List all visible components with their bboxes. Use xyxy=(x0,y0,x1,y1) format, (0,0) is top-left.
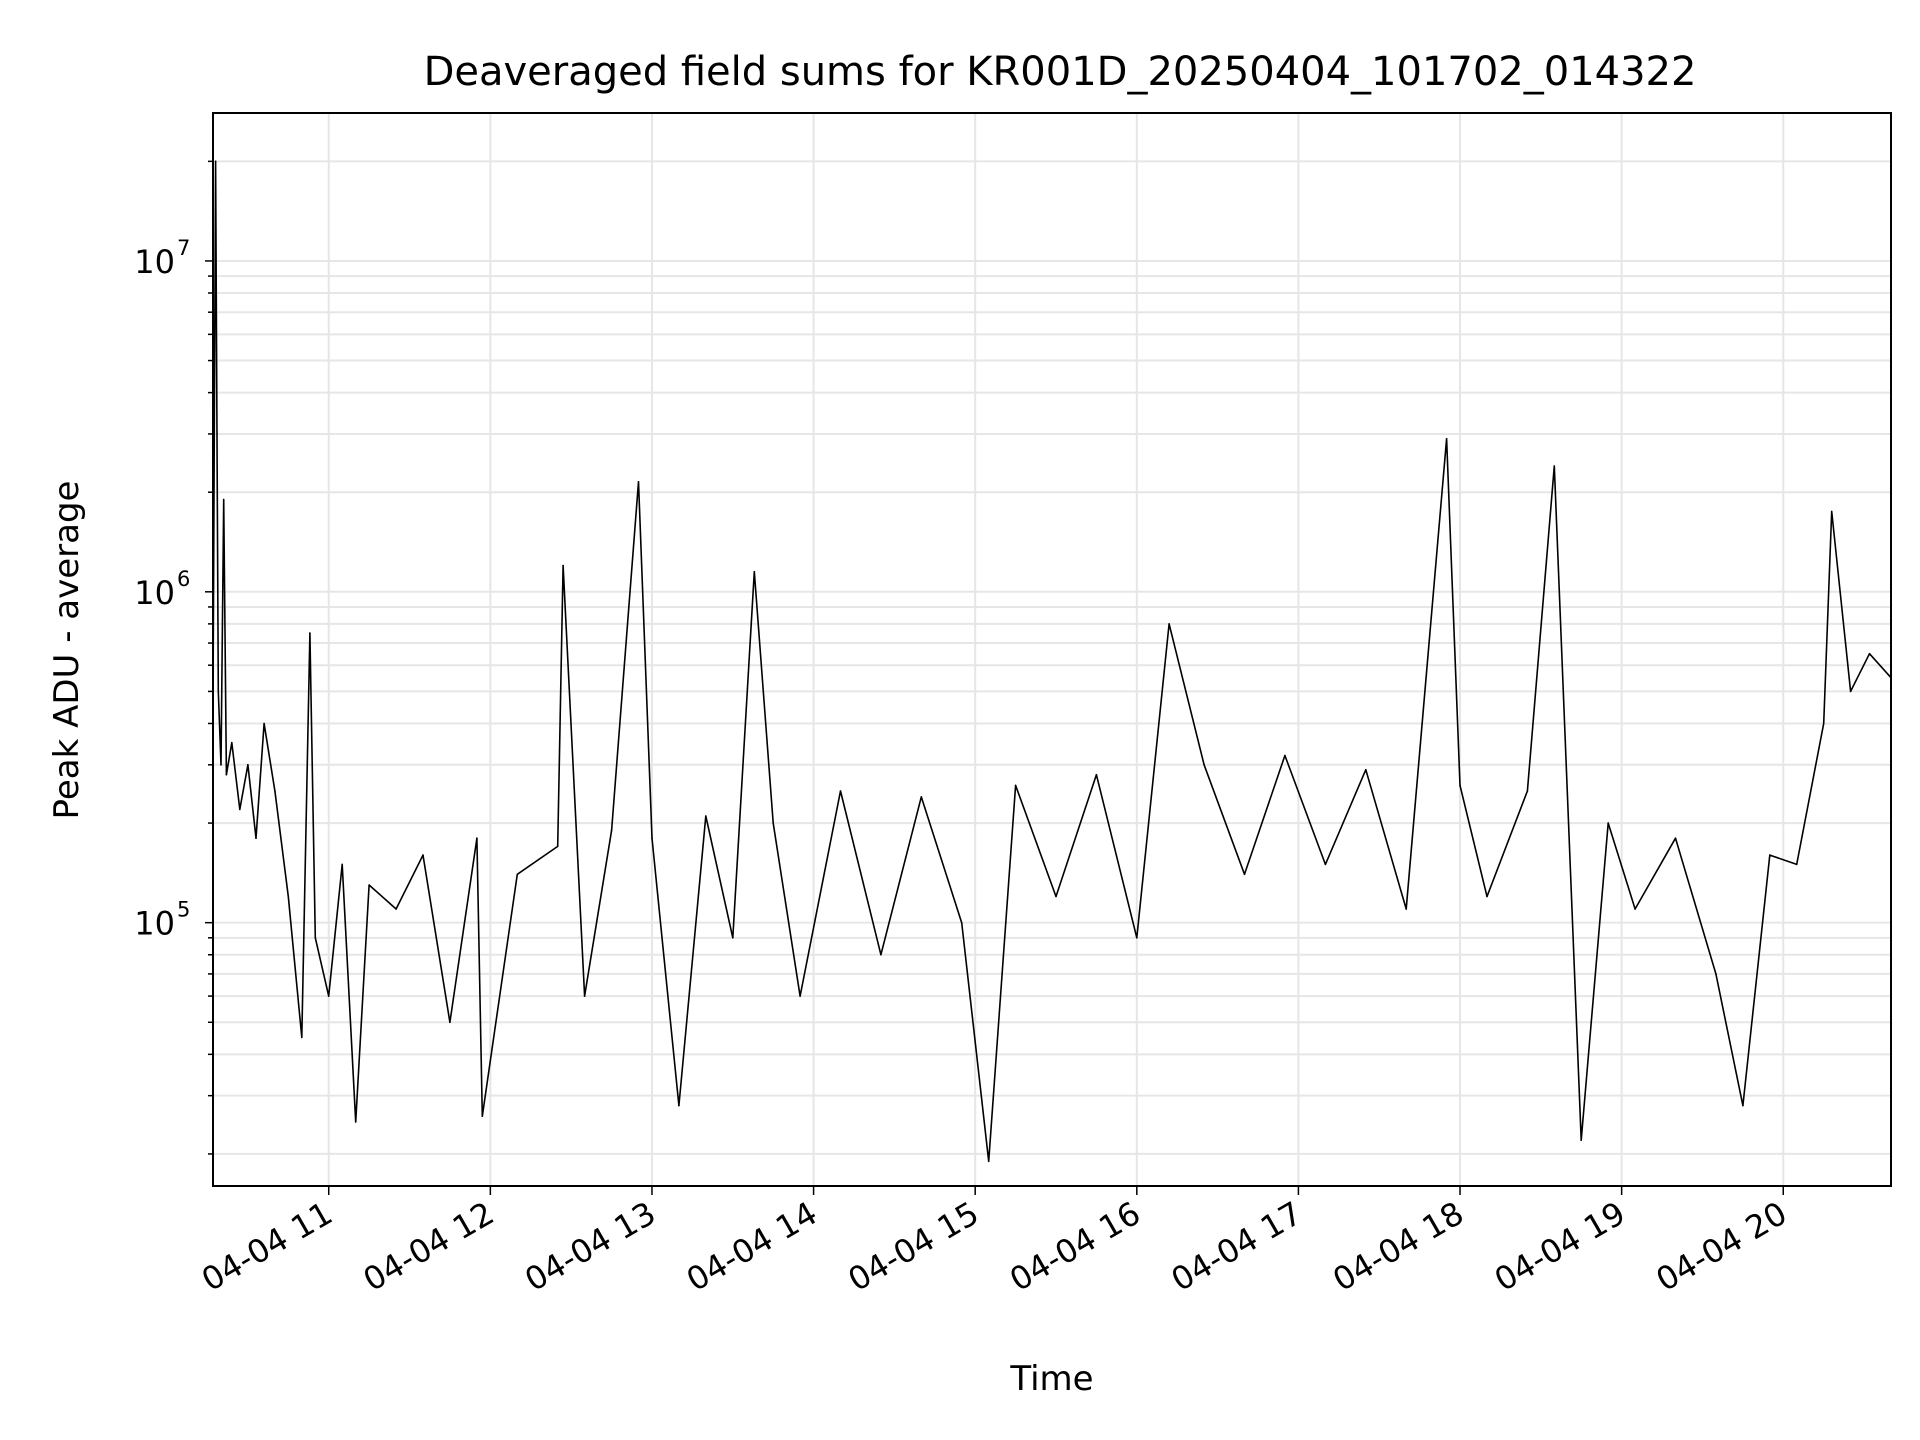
data-point xyxy=(1136,937,1138,939)
data-point xyxy=(314,937,317,939)
data-point xyxy=(1674,837,1677,839)
data-point xyxy=(960,921,963,924)
y-tick-label: 10 xyxy=(134,574,175,612)
y-tick-exponent: 7 xyxy=(177,236,190,260)
data-point xyxy=(274,790,276,792)
data-point xyxy=(678,1104,680,1107)
data-point xyxy=(705,815,707,817)
data-point xyxy=(1822,722,1825,725)
data-point xyxy=(214,160,217,163)
data-point xyxy=(987,1160,990,1163)
data-point xyxy=(753,570,756,573)
series-line xyxy=(212,160,1892,1163)
data-point xyxy=(1580,1139,1582,1141)
data-point xyxy=(1203,764,1205,766)
data-point xyxy=(880,953,882,956)
data-point xyxy=(1459,784,1461,787)
data-point xyxy=(327,995,330,997)
data-point xyxy=(732,937,734,939)
data-point xyxy=(1868,652,1871,655)
y-tick-exponent: 5 xyxy=(177,898,190,922)
data-point xyxy=(610,829,613,832)
chart-title: Deaveraged field sums for KR001D_2025040… xyxy=(424,49,1697,95)
data-point xyxy=(1715,973,1717,975)
data-point xyxy=(562,564,564,567)
grid-lines xyxy=(213,113,1891,1186)
data-point xyxy=(287,895,290,898)
data-point xyxy=(1849,690,1852,693)
plot-area xyxy=(212,160,1892,1163)
data-point xyxy=(1830,510,1833,513)
data-point xyxy=(476,837,478,839)
data-point xyxy=(1095,773,1098,776)
data-point xyxy=(301,1036,303,1039)
y-tick-exponent: 6 xyxy=(177,567,190,591)
data-point xyxy=(309,632,311,634)
data-point xyxy=(1324,863,1327,866)
data-point xyxy=(1014,784,1017,787)
data-point xyxy=(222,498,225,501)
data-point xyxy=(799,995,801,997)
data-point xyxy=(1365,768,1367,771)
data-point xyxy=(225,773,228,776)
data-point xyxy=(1168,623,1170,625)
y-axis-label: Peak ADU - average xyxy=(47,481,87,820)
data-point xyxy=(449,1021,451,1024)
y-tick-label: 10 xyxy=(134,905,175,943)
data-point xyxy=(422,854,424,856)
data-point xyxy=(1445,438,1448,440)
data-point xyxy=(772,822,774,824)
data-point xyxy=(583,995,586,997)
x-axis-label: Time xyxy=(1009,1359,1093,1399)
data-point xyxy=(1243,873,1246,876)
data-point xyxy=(1795,863,1798,866)
data-point xyxy=(231,741,233,744)
data-point xyxy=(1486,895,1488,898)
data-point xyxy=(1526,790,1529,792)
data-point xyxy=(481,1115,484,1117)
data-point xyxy=(217,690,220,693)
data-point xyxy=(395,908,397,910)
data-point xyxy=(651,837,653,839)
data-point xyxy=(1405,908,1407,910)
y-tick-label: 10 xyxy=(134,243,175,281)
data-point xyxy=(1742,1104,1744,1107)
data-point xyxy=(354,1121,357,1123)
data-point xyxy=(1634,908,1636,910)
data-point xyxy=(239,808,241,811)
data-point xyxy=(920,796,923,798)
data-point xyxy=(1553,465,1556,467)
data-point xyxy=(368,884,370,886)
data-point xyxy=(1284,754,1286,757)
data-point xyxy=(255,837,257,839)
axes-frame xyxy=(212,112,1892,1187)
data-point xyxy=(263,722,265,725)
data-point xyxy=(839,790,842,792)
data-point xyxy=(220,764,222,766)
data-point xyxy=(516,873,519,876)
data-point xyxy=(1055,895,1057,898)
data-point xyxy=(637,481,640,483)
data-point xyxy=(1769,854,1771,856)
data-point xyxy=(1607,822,1609,824)
data-point xyxy=(341,863,344,866)
data-point xyxy=(247,764,249,766)
data-point xyxy=(556,845,559,848)
